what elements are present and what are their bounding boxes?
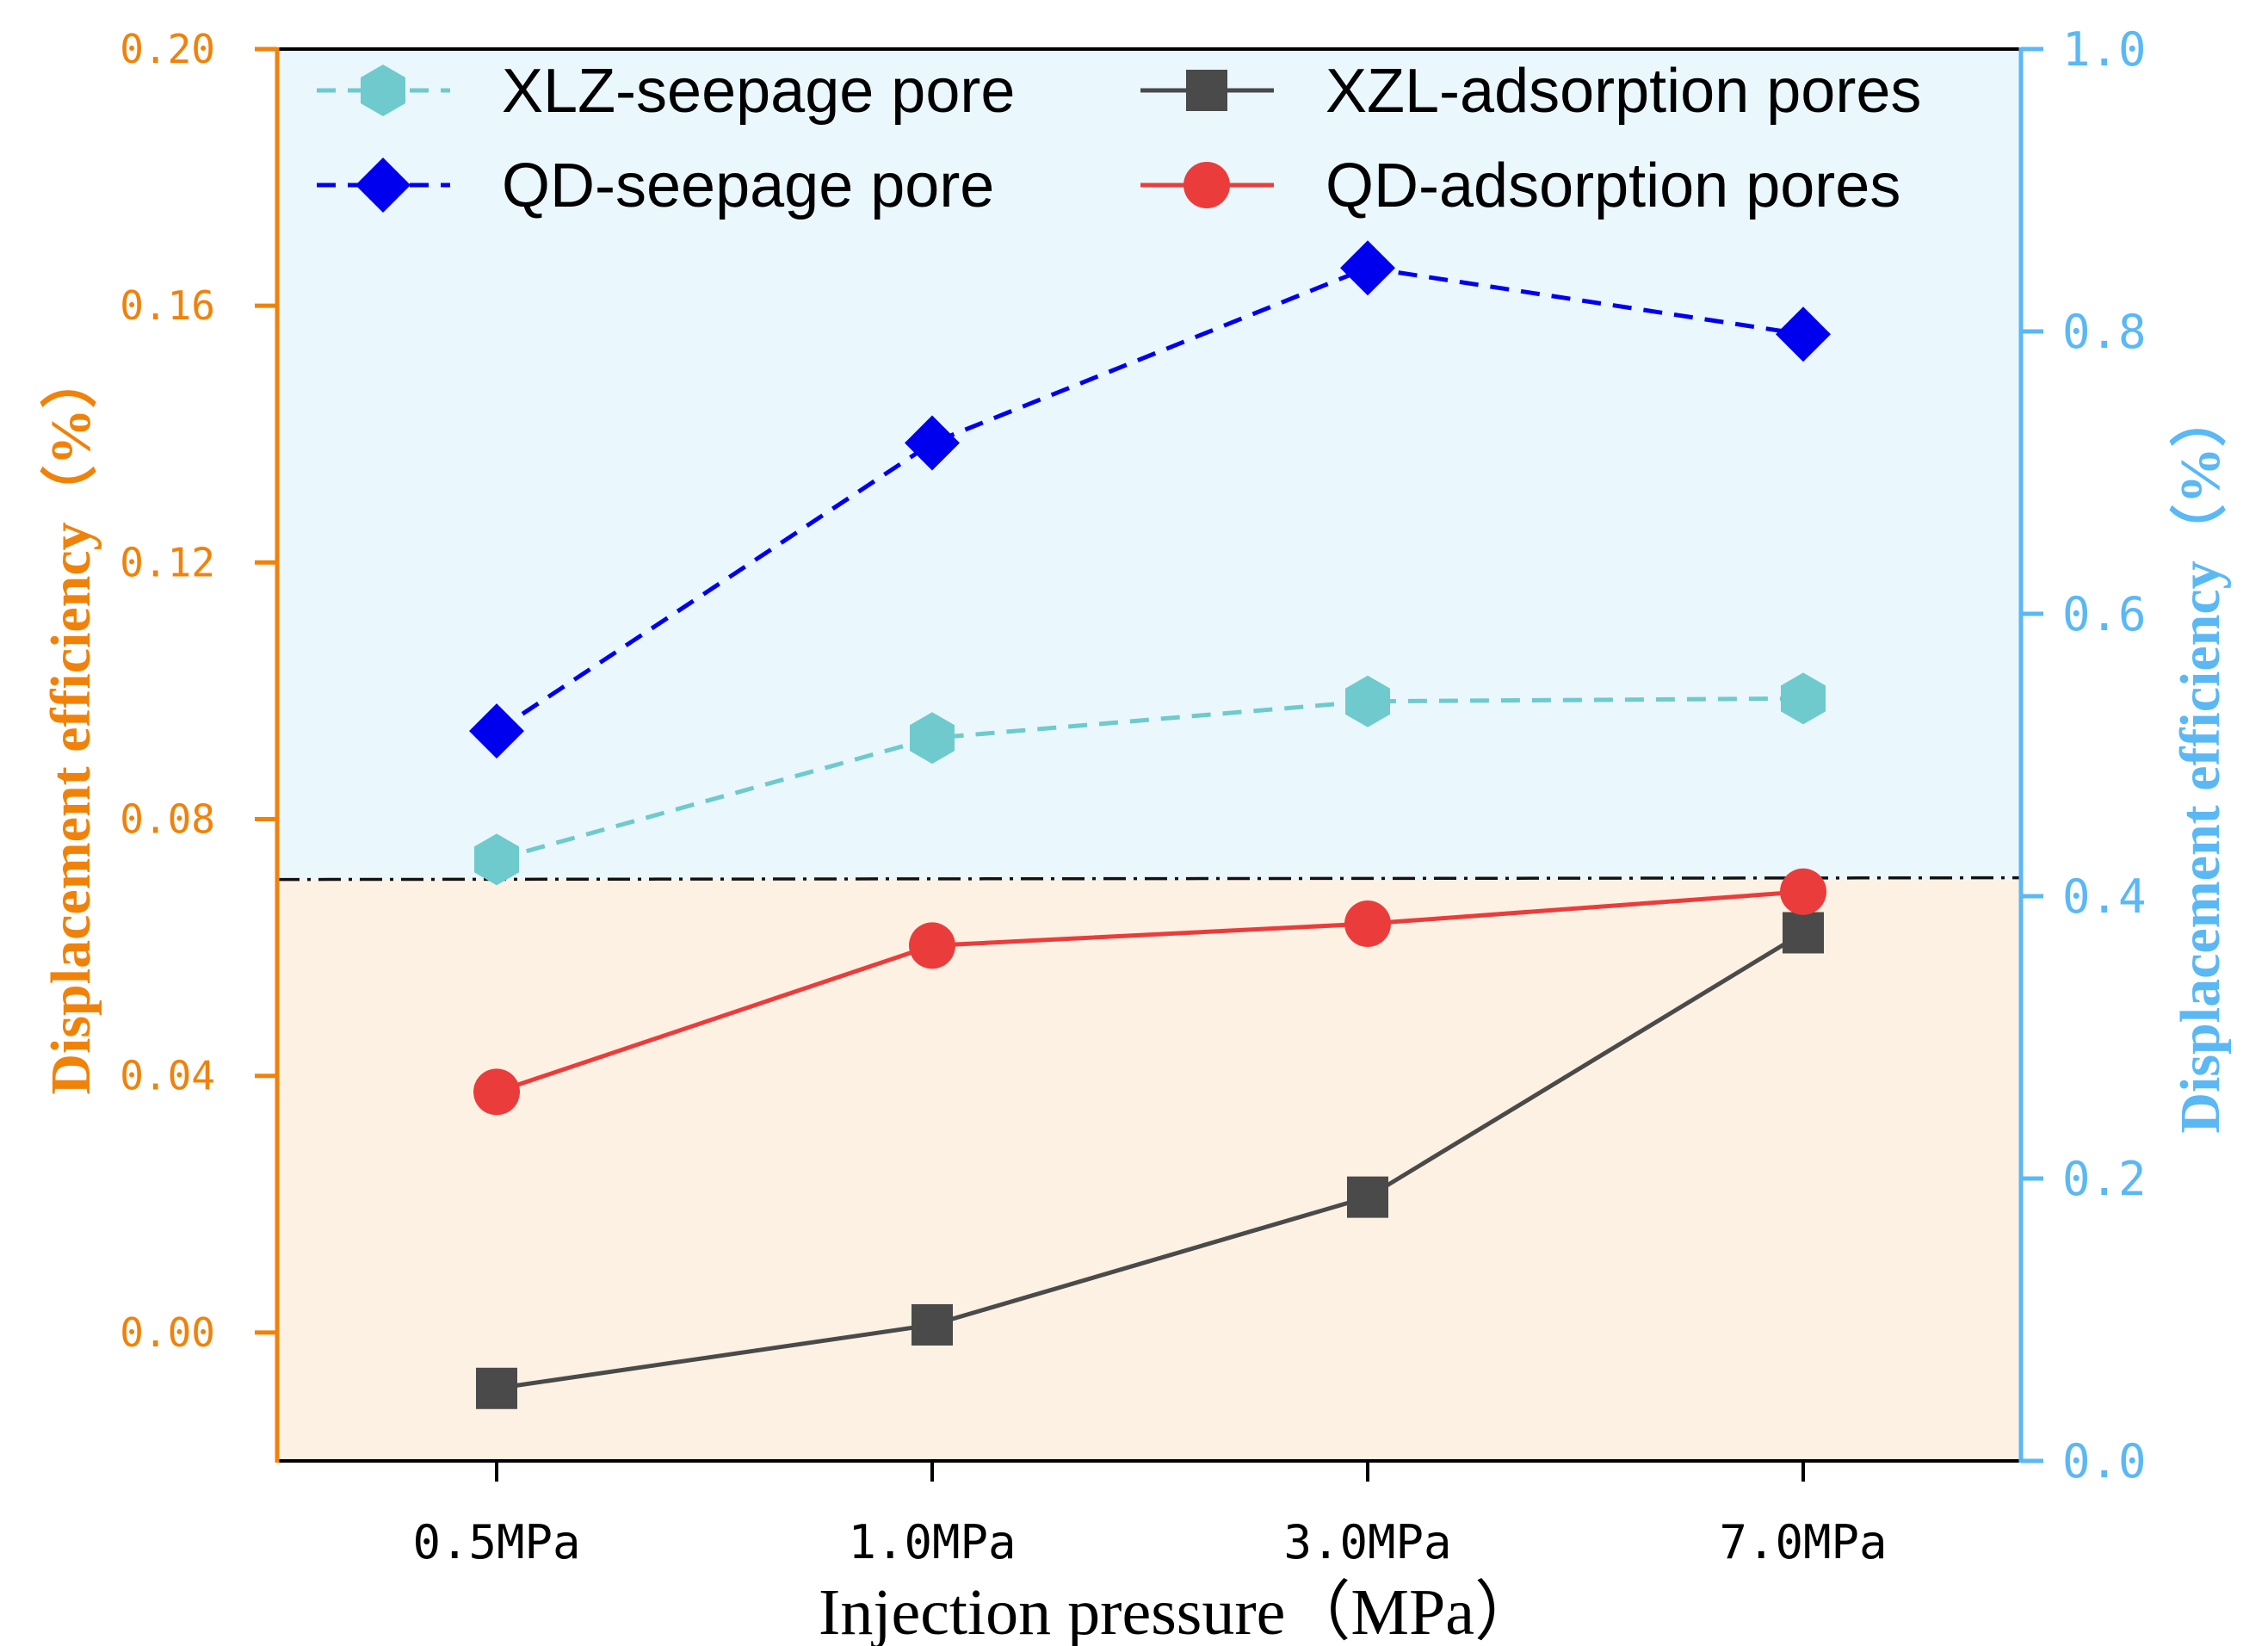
data-point — [1344, 900, 1391, 948]
series-layer — [469, 240, 1831, 1409]
left-y-tick-label: 0.04 — [120, 1053, 215, 1099]
right-y-tick-label: 1.0 — [2062, 22, 2147, 77]
right-y-tick-label: 0.4 — [2062, 869, 2147, 924]
legend-item: QD-adsorption pores — [1140, 152, 1900, 220]
data-point — [1783, 912, 1824, 954]
data-point — [469, 703, 524, 759]
left-y-ticks: 0.00 0.04 0.08 0.12 0.16 0.20 — [120, 26, 277, 1356]
left-y-tick-label: 0.16 — [120, 282, 215, 329]
legend-item: XZL-adsorption pores — [1140, 57, 1921, 126]
legend-label: XLZ-seepage pore — [502, 57, 1015, 126]
data-point — [910, 712, 955, 764]
legend-label: QD-adsorption pores — [1326, 152, 1900, 220]
series-XZL-adsorption pores — [476, 912, 1824, 1409]
x-tick-label: 0.5MPa — [412, 1515, 580, 1569]
right-y-ticks: 0.0 0.2 0.4 0.6 0.8 1.0 — [2021, 22, 2147, 1488]
right-y-axis-title: Displacement efficiency（%） — [2168, 390, 2232, 1133]
left-y-tick-label: 0.00 — [120, 1309, 215, 1356]
x-tick-label: 1.0MPa — [848, 1515, 1016, 1569]
seepage-region-background — [277, 49, 2021, 880]
left-y-axis-title: Displacement efficiency（%） — [39, 351, 102, 1094]
right-y-tick-label: 0.2 — [2062, 1152, 2147, 1206]
legend-label: QD-seepage pore — [502, 152, 994, 220]
legend-marker — [1183, 162, 1230, 208]
series-XLZ-seepage pore — [474, 672, 1826, 886]
series-line — [496, 696, 1804, 862]
x-tick-label: 7.0MPa — [1719, 1515, 1887, 1569]
data-point — [1347, 1176, 1388, 1218]
legend-marker — [1186, 70, 1227, 111]
series-line — [495, 265, 1804, 733]
data-point — [476, 1367, 517, 1409]
data-point — [1776, 306, 1831, 362]
right-y-tick-label: 0.0 — [2062, 1434, 2147, 1488]
left-y-tick-label: 0.08 — [120, 796, 215, 843]
x-tick-label: 3.0MPa — [1283, 1515, 1451, 1569]
legend-item: XLZ-seepage pore — [317, 57, 1015, 126]
legend-marker — [361, 65, 405, 116]
data-point — [909, 922, 955, 969]
region-divider-line — [276, 876, 2022, 882]
legend-marker — [355, 158, 411, 213]
series-QD-seepage pore — [469, 240, 1831, 759]
x-ticks: 0.5MPa 1.0MPa 3.0MPa 7.0MPa — [412, 1461, 1888, 1569]
data-point — [912, 1303, 953, 1346]
series-line — [496, 931, 1805, 1391]
data-point — [1781, 672, 1826, 725]
legend-label: XZL-adsorption pores — [1326, 57, 1921, 126]
data-point — [1345, 675, 1390, 727]
data-point — [1340, 240, 1395, 296]
legend: XLZ-seepage pore QD-seepage pore XZL-adsor… — [317, 57, 1921, 220]
adsorption-region-background — [277, 879, 2021, 1461]
series-line — [496, 889, 1804, 1094]
data-point — [474, 833, 519, 886]
left-y-tick-label: 0.20 — [120, 26, 215, 72]
right-y-tick-label: 0.6 — [2062, 587, 2147, 641]
right-y-tick-label: 0.8 — [2062, 305, 2147, 359]
data-point — [905, 415, 960, 471]
left-y-tick-label: 0.12 — [120, 539, 215, 585]
x-axis-title: Injection pressure（MPa） — [819, 1576, 1540, 1646]
legend-item: QD-seepage pore — [317, 152, 994, 220]
data-point — [1780, 868, 1826, 915]
series-QD-adsorption pores — [473, 868, 1826, 1116]
data-point — [473, 1068, 520, 1116]
